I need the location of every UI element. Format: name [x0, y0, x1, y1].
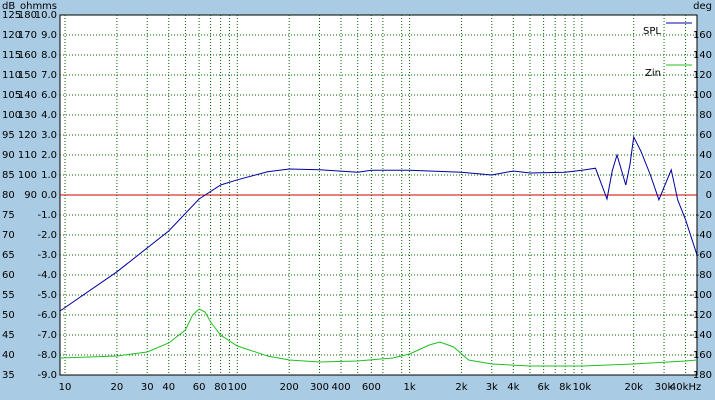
db-tick-label: 100 — [2, 110, 21, 121]
ohm-tick-label: 110 — [18, 150, 37, 161]
series-line — [59, 308, 698, 367]
ms-tick-label: 9.0 — [41, 30, 57, 41]
ohm-tick-label: 140 — [18, 90, 37, 101]
deg-tick-label: 120 — [693, 70, 712, 81]
db-tick-label: 65 — [2, 250, 15, 261]
ms-tick-label: 1.0 — [41, 170, 57, 181]
ms-tick-label: -6.0 — [37, 310, 57, 321]
db-tick-label: 115 — [2, 50, 21, 61]
deg-tick-label: 80 — [699, 110, 712, 121]
x-tick-label: 60 — [193, 382, 206, 393]
x-tick-label: 40kHz — [670, 382, 701, 393]
x-tick-label: 3k — [486, 382, 498, 393]
deg-tick-label: -40 — [696, 230, 712, 241]
x-tick-label: 300 — [310, 382, 329, 393]
x-tick-label: 30k — [655, 382, 674, 393]
db-tick-label: 70 — [2, 230, 15, 241]
ms-tick-label: 3.0 — [41, 130, 57, 141]
db-tick-label: 90 — [2, 150, 15, 161]
db-tick-label: 60 — [2, 270, 15, 281]
db-tick-label: 80 — [2, 190, 15, 201]
ms-axis-title: ms — [42, 1, 57, 12]
x-tick-label: 400 — [331, 382, 350, 393]
ms-tick-label: -2.0 — [37, 230, 57, 241]
deg-tick-label: -180 — [689, 370, 712, 381]
x-tick-label: 10 — [59, 382, 72, 393]
ms-tick-label: 10.0 — [35, 10, 57, 21]
db-tick-label: 55 — [2, 290, 15, 301]
db-tick-label: 110 — [2, 70, 21, 81]
x-tick-label: 20 — [111, 382, 124, 393]
db-tick-label: 85 — [2, 170, 15, 181]
db-tick-label: 105 — [2, 90, 21, 101]
x-tick-label: 600 — [362, 382, 381, 393]
ms-tick-label: 2.0 — [41, 150, 57, 161]
ms-tick-label: 8.0 — [41, 50, 57, 61]
x-tick-label: 4k — [507, 382, 519, 393]
deg-tick-label: -80 — [696, 270, 712, 281]
deg-tick-label: 100 — [693, 90, 712, 101]
x-tick-label: 10k — [573, 382, 592, 393]
deg-tick-label: -140 — [689, 330, 712, 341]
deg-tick-label: 40 — [699, 150, 712, 161]
x-tick-label: 6k — [538, 382, 550, 393]
deg-tick-label: -160 — [689, 350, 712, 361]
ohm-tick-label: 150 — [18, 70, 37, 81]
x-tick-label: 20k — [624, 382, 643, 393]
ms-tick-label: -5.0 — [37, 290, 57, 301]
x-tick-label: 2k — [455, 382, 467, 393]
legend-label: SPL — [643, 26, 661, 37]
ohm-tick-label: 160 — [18, 50, 37, 61]
db-axis-title: dB — [2, 1, 15, 12]
ms-tick-label: -3.0 — [37, 250, 57, 261]
x-tick-label: 1k — [404, 382, 416, 393]
ohm-tick-label: 100 — [18, 170, 37, 181]
deg-tick-label: -60 — [696, 250, 712, 261]
ohm-tick-label: 130 — [18, 110, 37, 121]
deg-tick-label: 0 — [706, 190, 712, 201]
deg-axis-title: deg — [693, 1, 712, 12]
db-tick-label: 75 — [2, 210, 15, 221]
deg-tick-label: -100 — [689, 290, 712, 301]
x-tick-label: 80 — [214, 382, 227, 393]
deg-tick-label: 140 — [693, 50, 712, 61]
ohm-tick-label: 120 — [18, 130, 37, 141]
ohm-axis-title: ohm — [20, 1, 42, 12]
db-tick-label: 50 — [2, 310, 15, 321]
db-tick-label: 125 — [2, 10, 21, 21]
deg-tick-label: 160 — [693, 30, 712, 41]
legend-label: Zin — [645, 68, 661, 79]
ohm-tick-label: 90 — [24, 190, 37, 201]
deg-tick-label: 60 — [699, 130, 712, 141]
ms-tick-label: 4.0 — [41, 110, 57, 121]
ms-tick-label: 7.0 — [41, 70, 57, 81]
deg-tick-label: 20 — [699, 170, 712, 181]
x-tick-label: 30 — [141, 382, 154, 393]
ohm-tick-label: 170 — [18, 30, 37, 41]
x-tick-label: 100 — [228, 382, 247, 393]
ms-tick-label: 0.0 — [41, 190, 57, 201]
db-tick-label: 95 — [2, 130, 15, 141]
deg-tick-label: -20 — [696, 210, 712, 221]
ms-tick-label: -8.0 — [37, 350, 57, 361]
db-tick-label: 35 — [2, 370, 15, 381]
ms-tick-label: -7.0 — [37, 330, 57, 341]
ohm-tick-label: 180 — [18, 10, 37, 21]
x-tick-label: 40 — [162, 382, 175, 393]
ms-tick-label: -4.0 — [37, 270, 57, 281]
db-tick-label: 45 — [2, 330, 15, 341]
ms-tick-label: 6.0 — [41, 90, 57, 101]
ms-tick-label: -1.0 — [37, 210, 57, 221]
db-tick-label: 120 — [2, 30, 21, 41]
ms-tick-label: -9.0 — [37, 370, 57, 381]
x-tick-label: 200 — [280, 382, 299, 393]
deg-tick-label: -120 — [689, 310, 712, 321]
x-tick-label: 8k — [559, 382, 571, 393]
series-line — [59, 135, 698, 312]
db-tick-label: 40 — [2, 350, 15, 361]
